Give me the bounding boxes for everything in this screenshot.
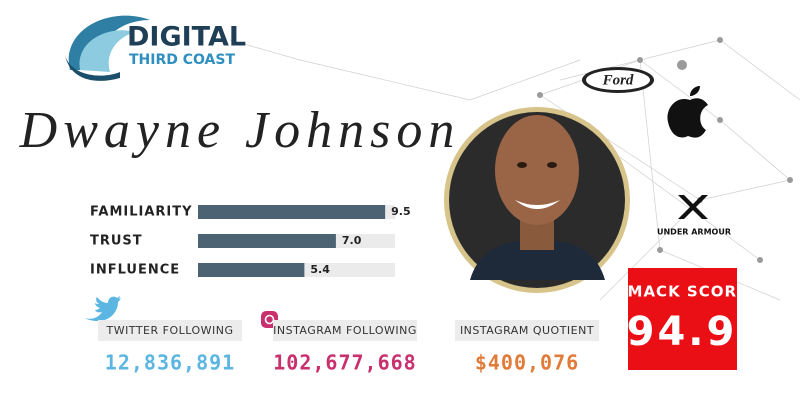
stat-label: INSTAGRAM FOLLOWING <box>273 324 417 337</box>
smack-score-value: 94.9 <box>627 309 738 355</box>
celebrity-name: Dwayne Johnson <box>19 102 461 159</box>
smack-score-label: SMACK SCORE <box>616 283 749 301</box>
bar <box>198 205 386 219</box>
bar <box>198 234 336 248</box>
bar-category-label: FAMILIARITY <box>90 205 193 220</box>
bar <box>198 263 305 277</box>
stat-label-box <box>455 320 599 341</box>
stat-value: 102,677,668 <box>273 351 416 375</box>
bar-category-label: TRUST <box>90 234 143 249</box>
bar-category-label: INFLUENCE <box>90 263 180 278</box>
stat-value: $400,076 <box>475 351 579 375</box>
portrait <box>444 107 630 293</box>
stat-label: INSTAGRAM QUOTIENT <box>460 324 594 337</box>
stat-label: TWITTER FOLLOWING <box>105 324 233 337</box>
smack-score-box <box>628 268 737 370</box>
bar-value-label: 9.5 <box>391 205 411 218</box>
stat-value: 12,836,891 <box>105 351 235 375</box>
twitter-icon <box>85 296 121 321</box>
stat-label-box <box>273 320 417 341</box>
bar-value-label: 5.4 <box>310 263 330 276</box>
stat-label-box <box>98 320 242 341</box>
brand-ford: Ford <box>602 72 634 88</box>
logo-text: DIGITAL <box>127 22 246 53</box>
brand-under-armour: UNDER ARMOUR <box>657 228 731 237</box>
logo: DIGITAL THIRD COAST <box>65 15 246 81</box>
brand-logos: Ford UNDER ARMOUR <box>582 67 731 237</box>
bar-value-label: 7.0 <box>342 234 362 247</box>
logo-subtext: THIRD COAST <box>129 52 235 68</box>
